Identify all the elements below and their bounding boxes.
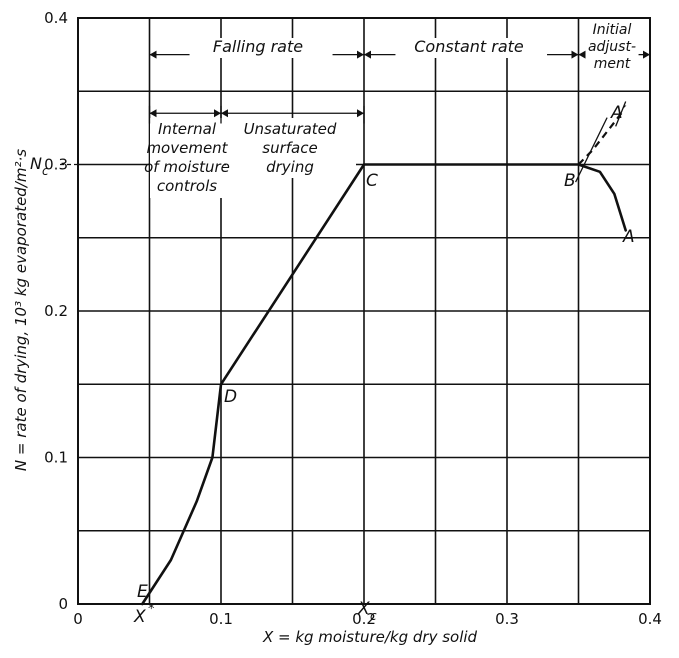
point-label-e: E	[137, 582, 148, 602]
y-tick-label: 0	[58, 595, 68, 613]
x-tick-label: 0.4	[638, 610, 662, 628]
grid-layer	[77, 17, 651, 605]
series-main-line	[141, 163, 627, 606]
label-mask	[406, 38, 552, 58]
y-tick-label: 0.1	[44, 449, 68, 467]
internal-movement-label-3: of moisture	[144, 158, 230, 176]
sub-bracket-arrow-mid-right	[214, 109, 221, 118]
label-mask	[588, 20, 640, 74]
x-tick-label: 0.3	[495, 610, 519, 628]
x-tick-label: 0.1	[209, 610, 233, 628]
internal-movement-label-2: movement	[146, 139, 228, 157]
x-axis-title: X = kg moisture/kg dry solid	[262, 628, 478, 646]
unsaturated-label-1: Unsaturated	[244, 120, 337, 138]
x-tick-label: 0.2	[352, 610, 376, 628]
point-label-d: D	[224, 387, 237, 407]
n-c-subscript: c	[42, 164, 49, 178]
point-label-c: C	[366, 171, 378, 191]
annotation-layer	[60, 20, 650, 239]
sub-bracket-arrow-mid-left	[221, 109, 228, 118]
label-mask	[150, 118, 224, 198]
initial-adjustment-label-3: ment	[594, 56, 631, 72]
x-c-marker: X	[357, 599, 370, 619]
constant-rate-arrow-left	[364, 50, 371, 59]
falling-rate-label: Falling rate	[213, 37, 303, 56]
internal-movement-label-4: controls	[157, 177, 217, 195]
falling-rate-arrow-left	[149, 50, 157, 59]
y-tick-label: 0.2	[44, 302, 68, 320]
sub-bracket-arrow-right	[357, 109, 364, 118]
x-star-superscript: *	[148, 602, 155, 617]
unsaturated-label-3: drying	[266, 158, 314, 176]
y-axis-title: N = rate of drying, 10³ kg evaporated/m²…	[12, 149, 30, 471]
unsaturated-label-2: surface	[262, 139, 317, 157]
x-tick-label: 0	[73, 610, 83, 628]
initial-adjustment-label-1: Initial	[593, 22, 632, 38]
series-guide-line	[575, 117, 608, 183]
x-star-marker: X	[133, 607, 146, 627]
falling-rate-arrow-right	[357, 50, 364, 59]
y-tick-label: 0.4	[44, 9, 68, 27]
point-label-b: B	[564, 171, 576, 191]
constant-rate-label: Constant rate	[414, 37, 524, 56]
constant-rate-arrow-right	[571, 50, 579, 59]
x-c-subscript: c	[370, 609, 377, 623]
initial-arrow-right	[643, 50, 650, 59]
label-mask	[226, 118, 356, 178]
tick-layer: 0 0.1 0.2 0.3 0.4 0 0.1 0.2 0.3 0.4	[44, 9, 662, 628]
initial-adjustment-label-2: adjust-	[588, 39, 636, 55]
point-label-a-prime: A′	[610, 103, 627, 123]
label-mask	[188, 38, 328, 58]
series-layer	[141, 112, 627, 606]
point-label-a: A	[622, 227, 635, 247]
sub-bracket-arrow-left	[149, 109, 157, 118]
y-tick-label: 0.3	[44, 156, 68, 174]
internal-movement-label-1: Internal	[158, 120, 217, 138]
n-c-marker: N	[30, 154, 42, 173]
plot-frame	[77, 17, 651, 605]
initial-arrow-left	[578, 50, 586, 59]
